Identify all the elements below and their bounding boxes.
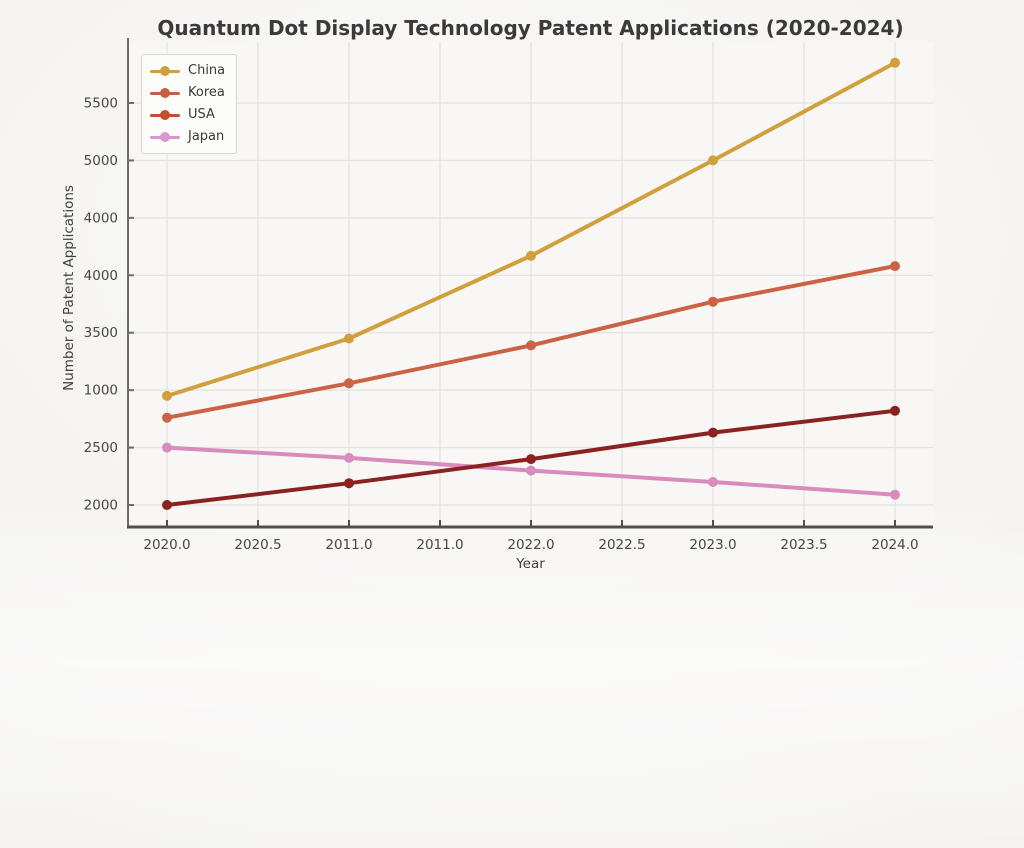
data-point-usa bbox=[344, 478, 354, 489]
legend-marker-icon bbox=[150, 108, 180, 122]
legend-marker-icon bbox=[150, 86, 180, 100]
data-point-korea bbox=[526, 340, 536, 351]
legend-label: USA bbox=[188, 107, 215, 122]
legend-item-korea: Korea bbox=[150, 82, 225, 104]
gridlines bbox=[128, 42, 933, 526]
line-chart-canvas: 5500 5000 4000 4000 3500 1000 2500 2000 2020.0 20… bbox=[84, 38, 933, 554]
y-tick-label: 4000 bbox=[84, 268, 118, 284]
y-tick-label: 5500 bbox=[84, 96, 118, 112]
data-point-japan bbox=[526, 465, 536, 476]
legend-marker-icon bbox=[150, 130, 180, 144]
y-tick-label: 4000 bbox=[84, 210, 118, 226]
data-point-china bbox=[344, 333, 354, 344]
data-point-usa bbox=[162, 500, 172, 510]
data-point-japan bbox=[708, 477, 718, 487]
y-tick-label: 2500 bbox=[84, 440, 118, 456]
data-point-japan bbox=[890, 489, 900, 500]
data-point-china bbox=[708, 155, 718, 166]
data-point-china bbox=[526, 250, 536, 261]
x-tick-label: 2020.0 bbox=[143, 537, 190, 553]
x-tick-label: 2011.0 bbox=[416, 537, 463, 553]
tick-labels: 5500 5000 4000 4000 3500 1000 2500 2000 2020.0 20… bbox=[84, 96, 919, 554]
legend: China Korea USA Japan bbox=[141, 54, 238, 154]
x-tick-label: 2022.5 bbox=[598, 537, 645, 553]
legend-label: Japan bbox=[188, 129, 225, 144]
data-point-japan bbox=[344, 452, 354, 463]
x-tick-label: 2011.0 bbox=[325, 537, 372, 553]
data-point-korea bbox=[162, 412, 172, 423]
axes bbox=[127, 38, 933, 529]
y-tick-label: 1000 bbox=[84, 383, 118, 399]
legend-marker-icon bbox=[150, 64, 180, 78]
legend-label: Korea bbox=[188, 85, 225, 100]
x-axis-label: Year bbox=[516, 556, 545, 572]
data-point-japan bbox=[162, 442, 172, 453]
y-tick-label: 2000 bbox=[84, 498, 118, 514]
y-tick-label: 5000 bbox=[84, 153, 118, 169]
data-point-china bbox=[890, 57, 900, 68]
chart-title: Quantum Dot Display Technology Patent Ap… bbox=[157, 16, 904, 40]
data-point-usa bbox=[708, 427, 718, 438]
legend-item-japan: Japan bbox=[150, 126, 225, 148]
x-tick-label: 2023.0 bbox=[689, 537, 736, 553]
x-tick-label: 2024.0 bbox=[871, 537, 918, 553]
data-point-korea bbox=[708, 296, 718, 307]
y-tick-label: 3500 bbox=[84, 325, 118, 341]
legend-item-china: China bbox=[150, 60, 225, 82]
series-group bbox=[162, 57, 900, 510]
x-tick-label: 2022.0 bbox=[507, 537, 554, 553]
data-point-usa bbox=[890, 405, 900, 416]
x-tick-label: 2020.5 bbox=[234, 537, 281, 553]
data-point-korea bbox=[344, 378, 354, 389]
data-point-usa bbox=[526, 454, 536, 465]
legend-item-usa: USA bbox=[150, 104, 225, 126]
x-tick-label: 2023.5 bbox=[780, 537, 827, 553]
data-point-korea bbox=[890, 261, 900, 272]
data-point-china bbox=[162, 390, 172, 401]
legend-label: China bbox=[188, 63, 226, 78]
